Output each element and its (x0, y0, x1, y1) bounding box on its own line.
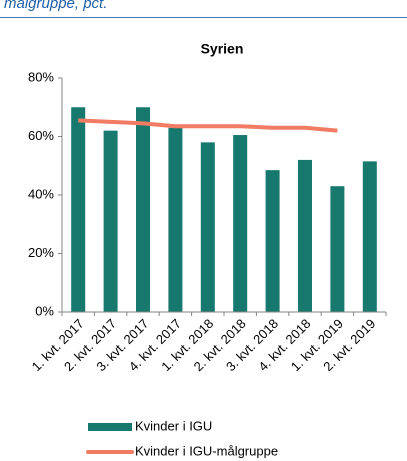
y-tick-label: 0% (35, 303, 54, 318)
bar (330, 186, 345, 312)
y-tick-label: 40% (28, 186, 54, 201)
legend-swatch (88, 423, 132, 431)
y-tick-label: 80% (28, 69, 54, 84)
line (78, 118, 338, 133)
legend-label: Kvinder i IGU (135, 418, 212, 433)
chart-title: Syrien (201, 41, 244, 57)
bar (71, 107, 86, 312)
caption: målgruppe, pct. (4, 0, 107, 12)
bar (103, 130, 118, 312)
y-tick-label: 20% (28, 245, 54, 260)
bar (136, 107, 150, 312)
y-tick-label: 60% (28, 128, 54, 143)
bar (265, 170, 280, 312)
bar (362, 161, 377, 312)
bar (233, 135, 248, 312)
bar (298, 159, 312, 312)
legend-label: Kvinder i IGU-målgruppe (135, 443, 278, 458)
bar (200, 142, 215, 312)
bar (168, 127, 183, 312)
